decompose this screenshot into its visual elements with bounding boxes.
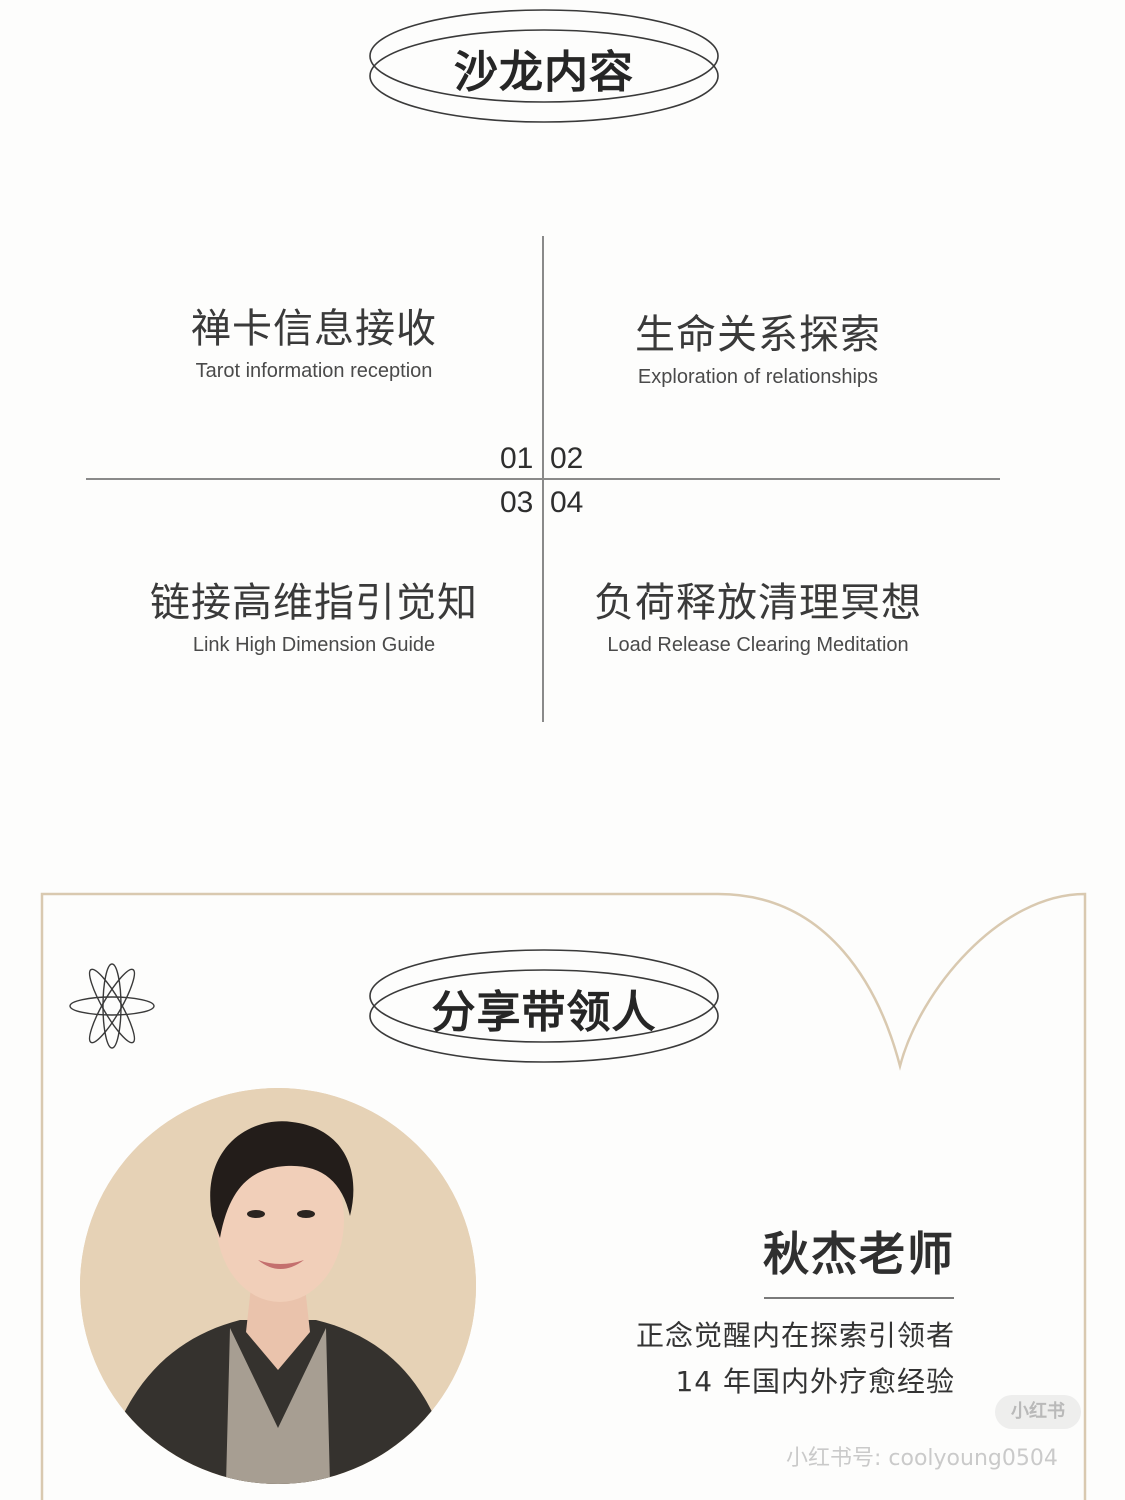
double-ellipse-decoration [369, 9, 719, 123]
leader-title: 分享带领人 [431, 987, 657, 1038]
salon-item-2-cn: 生命关系探索 [635, 312, 881, 358]
salon-item-3-number: 03 [500, 486, 534, 519]
salon-item-4-number: 04 [550, 486, 584, 519]
salon-item-1-number: 01 [500, 442, 534, 475]
watermark-text: 小红书号: coolyoung0504 [786, 1446, 1058, 1471]
atom-star-icon [69, 963, 155, 1049]
salon-item-1: 禅卡信息接收 Tarot information reception [104, 304, 524, 383]
salon-item-4-cn: 负荷释放清理冥想 [594, 580, 922, 626]
leader-name: 秋杰老师 [763, 1227, 955, 1281]
salon-item-1-en: Tarot information reception [195, 360, 433, 382]
salon-item-4-en: Load Release Clearing Meditation [607, 634, 909, 656]
leader-card-frame [40, 892, 1087, 1500]
salon-title-badge: 沙龙内容 [364, 2, 724, 132]
salon-item-2-en: Exploration of relationships [637, 366, 879, 388]
leader-name-underline [764, 1297, 954, 1299]
salon-item-1-cn: 禅卡信息接收 [191, 306, 437, 352]
leader-portrait [80, 1088, 476, 1484]
leader-desc-line-1: 正念觉醒内在探索引领者 [635, 1319, 955, 1352]
leader-desc-line-2: 14 年国内外疗愈经验 [675, 1365, 955, 1398]
portrait-illustration [80, 1088, 476, 1484]
salon-title: 沙龙内容 [454, 47, 634, 98]
leader-title-badge: 分享带领人 [364, 942, 724, 1072]
salon-item-2-number: 02 [550, 442, 584, 475]
salon-item-3-cn: 链接高维指引觉知 [150, 580, 478, 626]
watermark-logo: 小红书 [995, 1395, 1081, 1429]
quadrant-horizontal-divider [86, 478, 1000, 480]
salon-item-3-en: Link High Dimension Guide [192, 634, 436, 656]
salon-item-4: 负荷释放清理冥想 Load Release Clearing Meditatio… [548, 578, 968, 657]
double-ellipse-decoration [369, 949, 719, 1063]
salon-item-2: 生命关系探索 Exploration of relationships [548, 310, 968, 389]
salon-item-3: 链接高维指引觉知 Link High Dimension Guide [104, 578, 524, 657]
